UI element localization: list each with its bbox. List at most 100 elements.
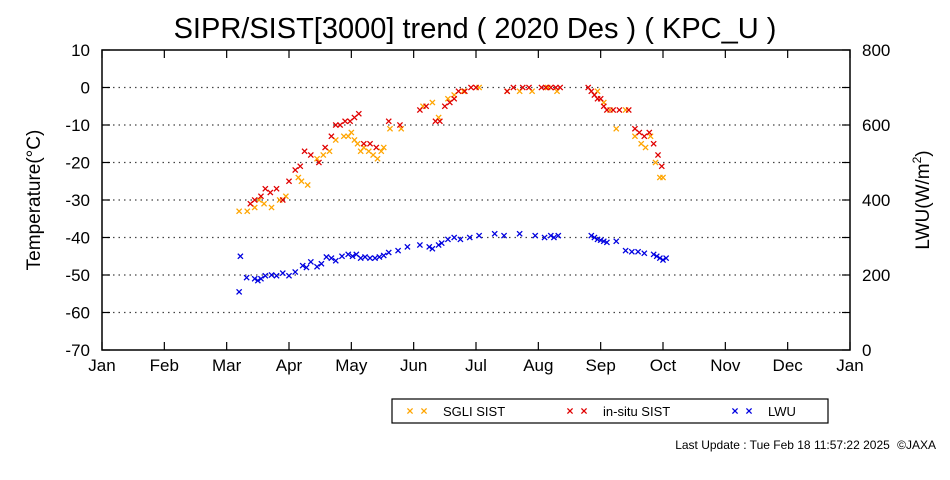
x-tick-label: Jul [465, 356, 487, 375]
x-tick-label: Nov [710, 356, 741, 375]
data-point [541, 234, 548, 241]
data-point [542, 84, 549, 91]
footer: Last Update : Tue Feb 18 11:57:22 2025 ©… [671, 438, 936, 452]
y2-tick-label: 400 [862, 191, 890, 210]
data-point [650, 140, 657, 147]
data-point [659, 174, 667, 181]
data-point [268, 204, 275, 211]
data-point [472, 84, 480, 91]
data-point [532, 232, 539, 239]
data-point [467, 84, 475, 91]
legend-entry: in-situ SIST [566, 404, 670, 419]
legend-marker [731, 407, 739, 415]
data-point [348, 129, 355, 136]
data-point [236, 208, 243, 215]
data-point [313, 263, 321, 270]
y-tick-label: 10 [71, 41, 90, 60]
data-point [457, 236, 464, 243]
data-point [373, 144, 380, 151]
x-axis: Jan Feb Mar Apr May Jun Jul Aug Sep Oct Nov Dec Jan [88, 50, 864, 375]
data-point [416, 106, 423, 114]
x-tick-label: Jun [400, 356, 427, 375]
data-point [547, 84, 554, 91]
y-tick-label: 0 [81, 79, 90, 98]
data-point [236, 288, 243, 295]
data-point [395, 247, 402, 254]
legend-entry: SGLI SIST [406, 404, 505, 419]
x-tick-label: Jan [88, 356, 115, 375]
data-point [385, 249, 392, 256]
data-point [500, 232, 508, 239]
data-point [504, 88, 511, 95]
x-tick-label: May [335, 356, 368, 375]
gridlines [102, 86, 850, 314]
data-point [588, 232, 595, 239]
data-point [647, 133, 654, 140]
y2-axis-label-end: ) [913, 150, 934, 156]
series-in-situ-sist [247, 84, 665, 207]
y2-tick-label: 200 [862, 266, 890, 285]
data-point [426, 243, 433, 250]
data-point [591, 234, 598, 241]
x-tick-label: Dec [773, 356, 804, 375]
x-tick-label: Apr [276, 356, 303, 375]
data-point [525, 84, 533, 91]
data-point [404, 243, 411, 250]
data-point [251, 275, 258, 282]
data-point [491, 230, 498, 237]
data-point [646, 129, 653, 136]
y-tick-label: -70 [65, 341, 90, 360]
data-point [441, 103, 448, 110]
data-point [438, 240, 445, 247]
legend-marker [566, 407, 574, 415]
data-point [273, 272, 280, 279]
data-point [550, 234, 557, 241]
data-point [261, 200, 268, 207]
y2-tick-label: 0 [862, 341, 871, 360]
data-point [416, 241, 423, 249]
data-point [451, 234, 458, 241]
data-point [436, 118, 443, 125]
data-point [597, 95, 604, 102]
data-point [654, 151, 662, 159]
data-point [285, 178, 293, 185]
data-point [635, 248, 642, 255]
data-point [366, 140, 374, 147]
y-axis-label: Temperature(°C) [24, 130, 45, 271]
data-point [435, 241, 442, 249]
legend-marker [420, 407, 428, 415]
data-point [659, 256, 667, 264]
data-point [332, 257, 339, 264]
data-point [318, 260, 325, 267]
y-tick-label: -50 [65, 266, 90, 285]
data-point [663, 255, 670, 262]
data-point [268, 271, 275, 279]
y-tick-label: -60 [65, 304, 90, 323]
data-point [338, 253, 346, 260]
data-point [451, 95, 458, 102]
data-point [307, 151, 314, 159]
data-point [366, 255, 374, 262]
data-point [243, 274, 250, 281]
data-point [355, 110, 362, 117]
x-tick-label: Feb [150, 356, 179, 375]
data-point [303, 264, 310, 271]
data-point [254, 277, 261, 284]
data-point [298, 178, 305, 185]
data-point [357, 255, 364, 262]
data-point [613, 125, 620, 132]
legend-label: in-situ SIST [603, 404, 670, 419]
data-point [466, 234, 473, 241]
data-point [557, 84, 564, 91]
data-point [461, 88, 468, 95]
data-point [360, 140, 367, 147]
data-point [257, 193, 265, 200]
data-point [444, 95, 452, 102]
data-point [444, 236, 452, 243]
data-point [460, 88, 467, 95]
data-point [636, 129, 643, 136]
y-axis-left: 10 0 -10 -20 -30 -40 -50 -60 -70 [65, 41, 850, 360]
data-point [641, 133, 648, 140]
data-point [476, 232, 483, 239]
